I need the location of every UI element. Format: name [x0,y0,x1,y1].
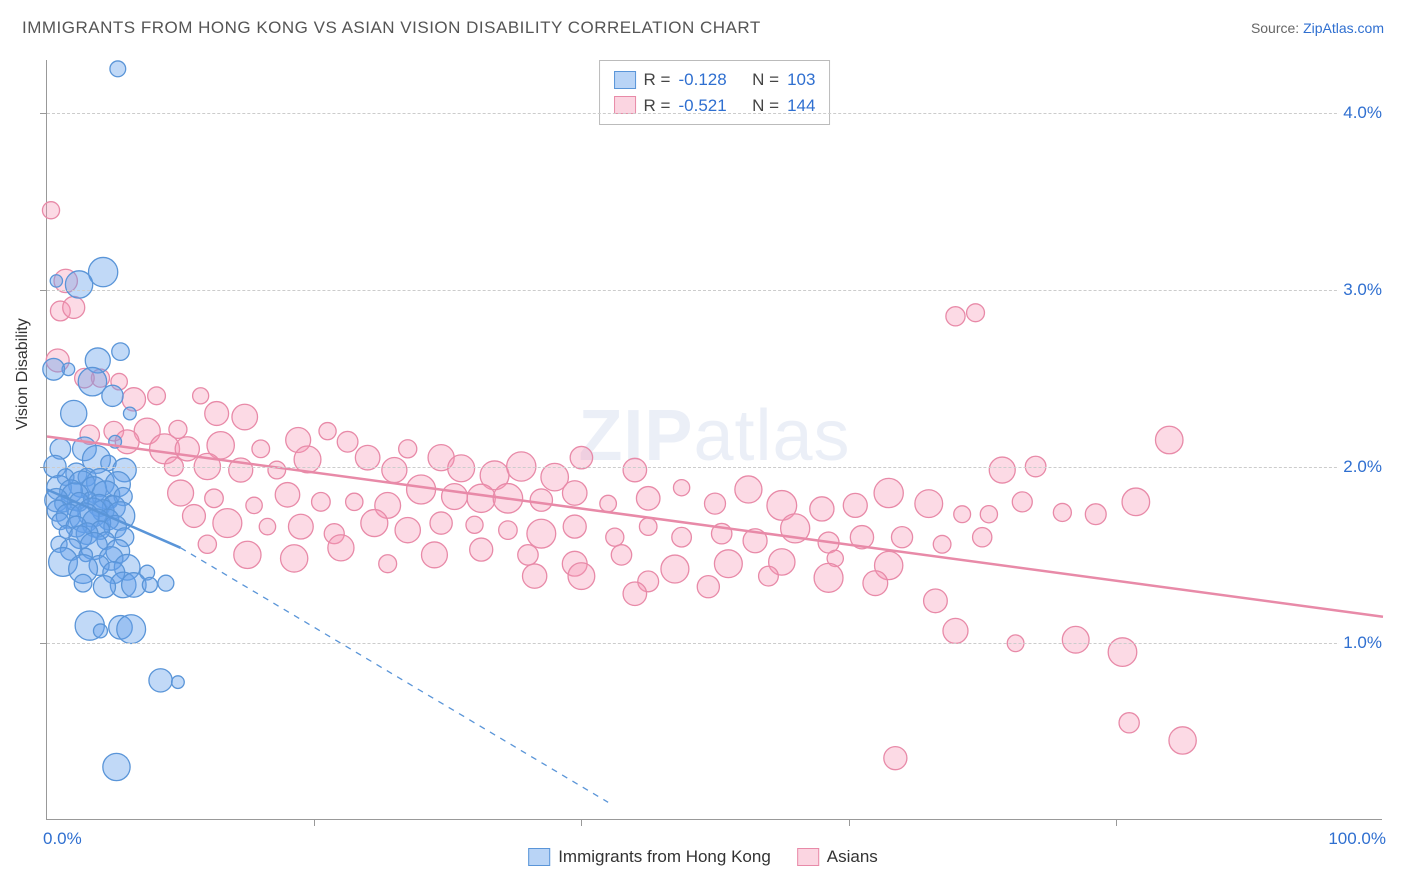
source-link[interactable]: ZipAtlas.com [1303,20,1384,36]
legend-swatch-blue [528,848,550,866]
r-label: R = [644,67,671,93]
chart-title: IMMIGRANTS FROM HONG KONG VS ASIAN VISIO… [22,18,761,38]
stats-row-blue: R = -0.128 N = 103 [614,67,816,93]
legend-swatch-pink [797,848,819,866]
n-label-2: N = [752,93,779,119]
y-tick-label: 1.0% [1339,633,1386,653]
source-label: Source: [1251,20,1299,36]
swatch-pink [614,96,636,114]
n-value-blue: 103 [787,67,815,93]
legend-item-blue: Immigrants from Hong Kong [528,847,771,867]
stats-legend-box: R = -0.128 N = 103 R = -0.521 N = 144 [599,60,831,125]
r-label-2: R = [644,93,671,119]
legend-label-blue: Immigrants from Hong Kong [558,847,771,867]
x-axis-max-label: 100.0% [1328,829,1386,849]
chart-plot-area: ZIPatlas R = -0.128 N = 103 R = -0.521 N… [46,60,1382,820]
y-tick-label: 2.0% [1339,457,1386,477]
stats-row-pink: R = -0.521 N = 144 [614,93,816,119]
source-attribution: Source: ZipAtlas.com [1251,20,1384,36]
bottom-legend: Immigrants from Hong Kong Asians [520,847,886,867]
y-tick-label: 4.0% [1339,103,1386,123]
legend-label-pink: Asians [827,847,878,867]
x-axis-min-label: 0.0% [43,829,82,849]
legend-item-pink: Asians [797,847,878,867]
n-label: N = [752,67,779,93]
y-tick-label: 3.0% [1339,280,1386,300]
y-axis-title: Vision Disability [14,318,32,430]
scatter-svg [47,60,1382,819]
r-value-pink: -0.521 [678,93,726,119]
r-value-blue: -0.128 [678,67,726,93]
n-value-pink: 144 [787,93,815,119]
swatch-blue [614,71,636,89]
